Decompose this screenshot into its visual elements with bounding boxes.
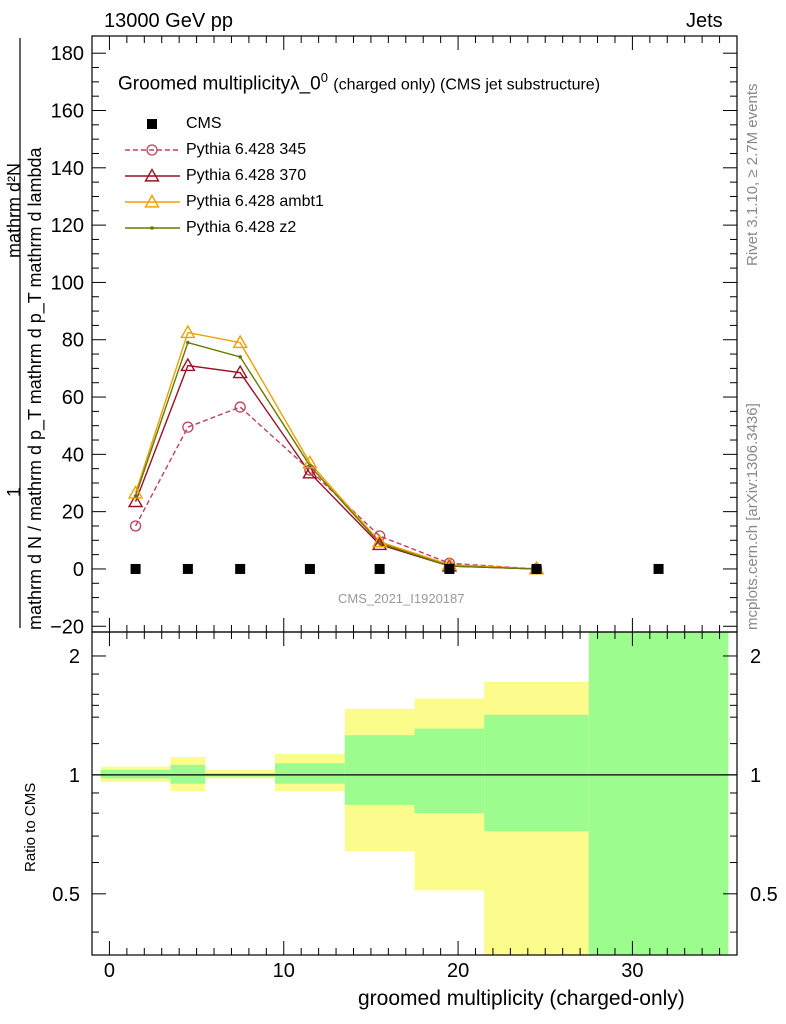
series-line-1	[134, 364, 537, 570]
cms-data-point	[182, 563, 193, 574]
ratio-stat-band-0	[100, 769, 171, 779]
series-point-1	[232, 364, 248, 379]
cms-data-point	[304, 563, 315, 574]
series-point-1	[180, 357, 196, 372]
ratio-stat-band-3	[275, 763, 345, 784]
series-point-3	[377, 541, 382, 545]
legend-symbol-2	[144, 194, 160, 208]
main-y-tick-label: 60	[62, 387, 84, 409]
cms-data-point	[444, 563, 455, 574]
ratio-panel-frame	[91, 631, 738, 956]
ratio-y-tick-label-right: 0.5	[750, 884, 778, 906]
ratio-y-tick-label: 1	[69, 765, 80, 787]
series-point-3	[186, 340, 190, 345]
legend-symbol-1	[144, 168, 160, 182]
ratio-y-tick-label-right: 1	[750, 765, 761, 787]
main-y-tick-label: 120	[51, 215, 84, 237]
cms-data-point	[235, 563, 246, 574]
mcplots-reference-label: mcplots.cern.ch [arXiv:1306.3436]	[744, 403, 761, 630]
main-y-tick-label: 140	[51, 158, 84, 180]
x-tick-label: 0	[104, 960, 115, 982]
series-point-2	[371, 533, 388, 548]
main-y-tick-label: 160	[51, 101, 84, 123]
plot-title: Groomed multiplicityλ_00 (charged only) …	[118, 70, 600, 95]
cms-data-point	[374, 563, 385, 574]
ratio-y-tick-label-right: 2	[750, 646, 761, 668]
series-point-0	[129, 520, 142, 532]
legend-label-z2: Pythia 6.428 z2	[186, 219, 297, 236]
legend-symbol-0	[146, 144, 158, 156]
series-point-0	[234, 401, 246, 413]
series-point-1	[127, 493, 144, 508]
ratio-y-axis-label: Ratio to CMS	[22, 782, 39, 872]
series-point-0	[373, 530, 386, 542]
legend-symbol-cms	[147, 119, 157, 129]
main-y-tick-label: 100	[51, 272, 84, 294]
series-point-2	[302, 455, 318, 469]
legend-symbol-3	[150, 226, 154, 230]
main-y-tick-label: 40	[62, 444, 84, 466]
jets-label: Jets	[686, 10, 723, 32]
rivet-version-label: Rivet 3.1.10, ≥ 2.7M events	[744, 83, 761, 267]
legend-label-cms: CMS	[186, 115, 222, 132]
ratio-y-tick-label: 2	[69, 646, 80, 668]
legend-label-345: Pythia 6.428 345	[186, 141, 307, 158]
legend-label-ambt1: Pythia 6.428 ambt1	[186, 193, 324, 210]
x-tick-label: 20	[447, 960, 469, 982]
series-point-3	[238, 355, 242, 359]
series-point-1	[371, 536, 388, 551]
ratio-y-tick-label: 0.5	[52, 884, 80, 906]
analysis-id-watermark: CMS_2021_I1920187	[338, 591, 465, 606]
y-axis-one-label: 1	[4, 486, 24, 497]
ratio-stat-band-6	[484, 714, 589, 832]
ratio-stat-band-4	[344, 735, 415, 805]
series-point-2	[127, 485, 144, 499]
series-point-0	[182, 421, 194, 433]
series-point-3	[308, 464, 312, 468]
ratio-stat-band-5	[414, 728, 485, 814]
x-tick-label: 10	[273, 960, 295, 982]
legend-label-370: Pythia 6.428 370	[186, 167, 307, 184]
series-line-0	[134, 406, 537, 570]
collision-energy-label: 13000 GeV pp	[104, 10, 233, 32]
main-y-tick-label: 0	[73, 559, 84, 581]
x-tick-label: 30	[621, 960, 643, 982]
cms-data-point	[130, 563, 141, 574]
series-point-1	[302, 465, 318, 479]
cms-data-point	[653, 563, 664, 574]
series-point-3	[133, 494, 138, 498]
y-axis-denominator-label: mathrm d N / mathrm d p_T mathrm d p_T m…	[25, 147, 45, 631]
cms-data-point	[531, 563, 542, 574]
main-y-tick-label: 20	[62, 502, 84, 524]
title-rest: (charged only) (CMS jet substructure)	[333, 76, 601, 94]
series-line-2	[134, 331, 537, 570]
main-y-tick-label: −20	[50, 616, 84, 638]
main-y-tick-label: 180	[51, 43, 84, 65]
main-y-tick-label: 80	[62, 330, 84, 352]
ratio-stat-band-7	[588, 632, 729, 955]
title-sup: 0	[320, 70, 328, 85]
series-point-2	[232, 334, 248, 349]
x-axis-label: groomed multiplicity (charged-only)	[358, 987, 685, 1010]
title-main: Groomed multiplicityλ_0	[118, 73, 321, 95]
series-point-2	[180, 324, 196, 339]
y-axis-numerator-label: mathrm d²N	[4, 162, 24, 258]
series-line-3	[134, 341, 537, 570]
